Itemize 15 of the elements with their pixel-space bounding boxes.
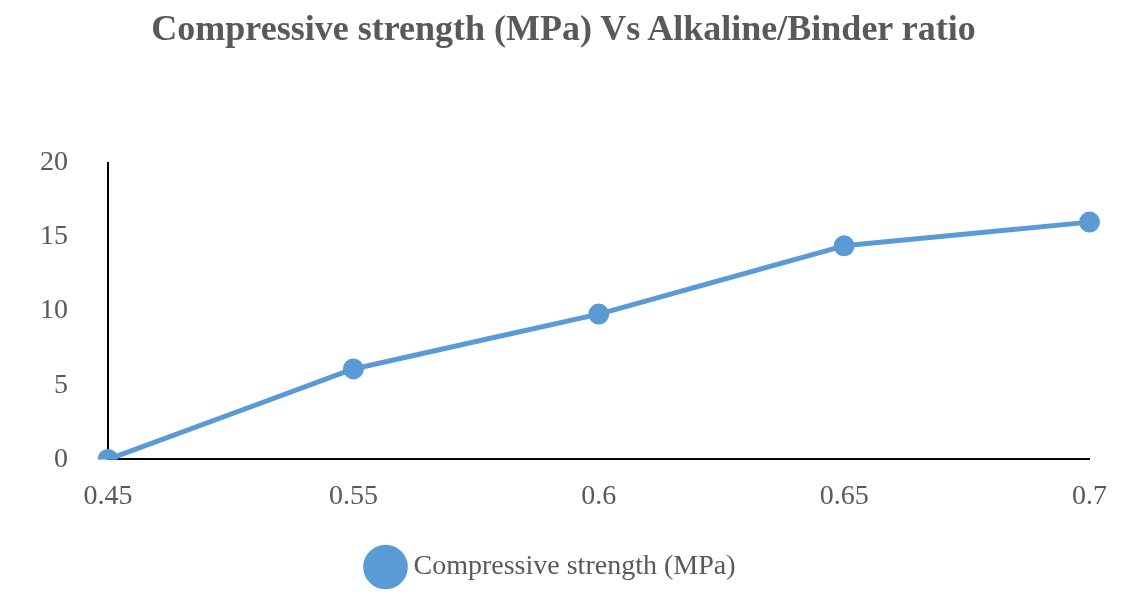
chart-title: Compressive strength (MPa) Vs Alkaline/Binder ratio: [150, 7, 977, 50]
y-tick-label: 15: [40, 219, 68, 251]
x-tick-label: 0.45: [83, 478, 133, 510]
point: [588, 303, 610, 325]
y-tick-label: 5: [54, 367, 68, 399]
x-tick-label: 0.7: [1072, 478, 1107, 510]
point: [1079, 211, 1100, 233]
y-tick-label: 10: [40, 293, 68, 325]
y-tick-label: 0: [54, 441, 68, 473]
point: [833, 235, 855, 257]
x-tick-label: 0.55: [328, 478, 378, 510]
legend-label: Compressive strength (MPa): [413, 549, 736, 581]
x-tick-label: 0.6: [581, 478, 617, 510]
y-tick-label: 20: [40, 145, 68, 177]
x-tick-label: 0.65: [819, 478, 869, 510]
